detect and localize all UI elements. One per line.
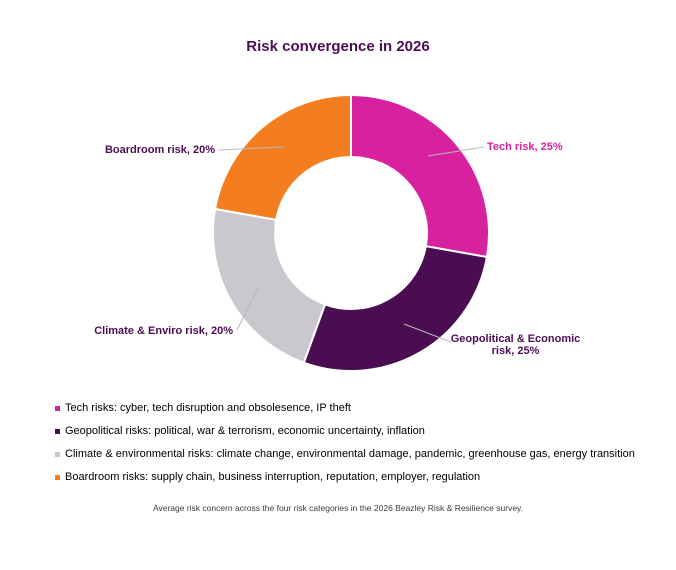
chart-caption: Average risk concern across the four ris… [152, 503, 524, 513]
callout-geopolitical-risk: Geopolitical & Economic risk, 25% [450, 333, 581, 357]
leader-line-boardroom-risk [218, 146, 284, 151]
legend-bullet-geopolitical [55, 429, 60, 434]
legend-text-tech: Tech risks: cyber, tech disruption and o… [65, 402, 351, 414]
leader-line-geopolitical-risk [403, 323, 452, 343]
callout-climate-risk: Climate & Enviro risk, 20% [94, 325, 233, 337]
legend-item-tech: Tech risks: cyber, tech disruption and o… [55, 402, 635, 415]
callout-tech-risk: Tech risk, 25% [487, 141, 563, 153]
donut-segments [212, 93, 490, 373]
donut-segment-boardroom-risk [213, 93, 352, 221]
leader-line-tech-risk [427, 146, 485, 157]
legend-item-geopolitical: Geopolitical risks: political, war & ter… [55, 425, 635, 438]
chart-title: Risk convergence in 2026 [246, 38, 430, 55]
legend-item-climate: Climate & environmental risks: climate c… [55, 448, 635, 461]
callout-boardroom-risk: Boardroom risk, 20% [104, 144, 215, 156]
legend-text-climate: Climate & environmental risks: climate c… [65, 448, 635, 460]
leader-line-climate-risk [236, 287, 259, 331]
legend: Tech risks: cyber, tech disruption and o… [55, 402, 635, 484]
donut-segment-geopolitical-economic-risk [302, 245, 489, 373]
legend-text-geopolitical: Geopolitical risks: political, war & ter… [65, 425, 425, 437]
donut-segment-climate-enviro-risk [212, 207, 327, 364]
legend-bullet-boardroom [55, 475, 60, 480]
legend-text-boardroom: Boardroom risks: supply chain, business … [65, 471, 481, 483]
legend-bullet-climate [55, 452, 60, 457]
donut-segment-tech-risk [350, 93, 490, 259]
legend-item-boardroom: Boardroom risks: supply chain, business … [55, 471, 635, 484]
legend-bullet-tech [55, 406, 60, 411]
